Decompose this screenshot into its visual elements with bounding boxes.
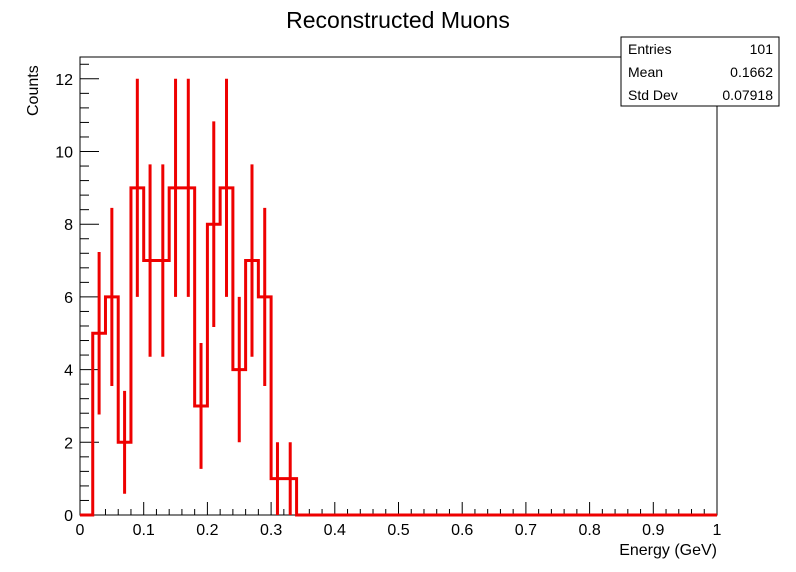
x-tick-label: 0.6 — [451, 522, 473, 539]
x-tick-label: 0.1 — [133, 522, 155, 539]
stats-label-mean: Mean — [628, 64, 663, 80]
y-tick-label: 10 — [55, 145, 73, 162]
x-axis-label: Energy (GeV) — [619, 542, 717, 559]
x-tick-label: 0.9 — [642, 522, 664, 539]
stats-box: Entries 101 Mean 0.1662 Std Dev 0.07918 — [620, 36, 780, 107]
stats-box-frame — [620, 36, 780, 107]
x-tick-label: 0.2 — [196, 522, 218, 539]
stats-label-std-dev: Std Dev — [628, 87, 678, 103]
x-tick-label: 1 — [713, 522, 722, 539]
histogram-line — [80, 186, 717, 517]
stats-value-entries: 101 — [750, 41, 774, 57]
stats-value-mean: 0.1662 — [730, 64, 773, 80]
x-tick-label: 0.3 — [260, 522, 282, 539]
x-tick-label: 0 — [76, 522, 85, 539]
stats-label-entries: Entries — [628, 41, 672, 57]
y-tick-label: 12 — [55, 72, 73, 89]
y-tick-label: 0 — [64, 508, 73, 525]
y-tick-label: 6 — [64, 290, 73, 307]
y-axis-label: Counts — [25, 65, 42, 116]
y-tick-label: 8 — [64, 217, 73, 234]
x-tick-label: 0.4 — [324, 522, 346, 539]
y-tick-label: 2 — [64, 435, 73, 452]
x-tick-label: 0.5 — [387, 522, 409, 539]
y-tick-label: 4 — [64, 363, 73, 380]
stats-value-std-dev: 0.07918 — [722, 87, 773, 103]
y-axis: 0 2 4 6 8 10 12 — [55, 63, 99, 525]
chart-title: Reconstructed Muons — [286, 7, 510, 33]
x-tick-label: 0.7 — [515, 522, 537, 539]
x-tick-label: 0.8 — [578, 522, 600, 539]
x-axis: 0 0.1 0.2 0.3 0.4 0.5 0.6 0.7 0.8 0.9 1 — [76, 502, 722, 539]
